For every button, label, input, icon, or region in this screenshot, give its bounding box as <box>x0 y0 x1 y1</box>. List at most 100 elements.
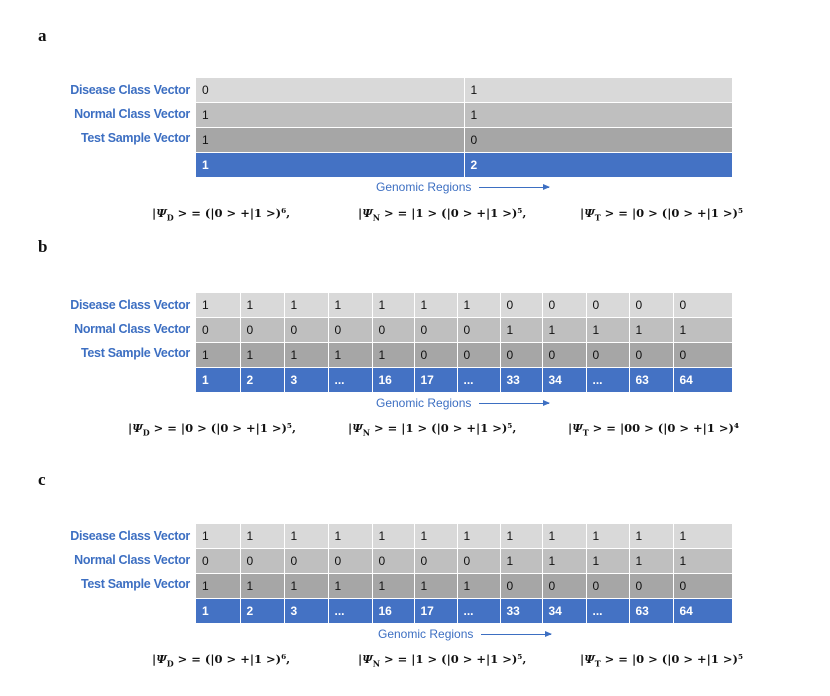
grid-cell: 1 <box>586 317 630 343</box>
region-index-row: 1 2 3... 16 17... 33 34... 63 64 <box>196 598 733 624</box>
grid-cell: 1 <box>372 573 415 599</box>
grid-cell: 0 <box>457 548 501 574</box>
grid-cell: 0 <box>673 293 733 318</box>
grid-cell: 0 <box>457 342 501 368</box>
grid-cell: 1 <box>586 548 630 574</box>
grid-cell: 1 <box>196 598 241 624</box>
grid-cell: 1 <box>328 342 373 368</box>
grid-cell: 1 <box>464 102 733 128</box>
row-label-disease: Disease Class Vector <box>70 529 190 543</box>
equation-psi-n: |ΨN > = |1 > (|0 > +|1 >)⁵, <box>358 206 527 223</box>
grid-cell: 34 <box>542 598 587 624</box>
grid-cell: 0 <box>464 127 733 153</box>
grid-cell: 0 <box>629 293 674 318</box>
genomic-regions-label: Genomic Regions <box>376 180 472 194</box>
grid-cell: 0 <box>500 342 543 368</box>
grid-cell: 0 <box>673 573 733 599</box>
grid-cell: 0 <box>542 293 587 318</box>
grid-cell: 1 <box>542 548 587 574</box>
grid-cell: 1 <box>629 548 674 574</box>
grid-cell: ... <box>586 367 630 393</box>
grid-cell: 0 <box>500 293 543 318</box>
grid-cell: 0 <box>586 342 630 368</box>
grid-cell: 34 <box>542 367 587 393</box>
grid-cell: 0 <box>328 548 373 574</box>
grid-cell: 1 <box>196 127 465 153</box>
grid-cell: ... <box>457 598 501 624</box>
grid-cell: 0 <box>328 317 373 343</box>
grid-cell: 0 <box>500 573 543 599</box>
grid-cell: 1 <box>500 317 543 343</box>
grid-cell: 1 <box>240 342 285 368</box>
equation-psi-n: |ΨN > = |1 > (|0 > +|1 >)⁵, <box>348 421 517 438</box>
grid-cell: 1 <box>240 573 285 599</box>
row-label-normal: Normal Class Vector <box>74 322 190 336</box>
equation-psi-d: |ΨD > = (|0 > +|1 >)⁶, <box>152 206 291 223</box>
equations-c: |ΨD > = (|0 > +|1 >)⁶, |ΨN > = |1 > (|0 … <box>152 652 743 668</box>
grid-cell: 33 <box>500 367 543 393</box>
grid-cell: 1 <box>196 102 465 128</box>
equation-psi-t: |ΨT > = |0 > (|0 > +|1 >)⁵ <box>580 652 743 669</box>
grid-cell: 1 <box>457 524 501 549</box>
grid-cell: 63 <box>629 367 674 393</box>
row-label-normal: Normal Class Vector <box>74 553 190 567</box>
grid-cell: 1 <box>328 293 373 318</box>
equation-psi-t: |ΨT > = |0 > (|0 > +|1 >)⁵ <box>580 206 743 223</box>
grid-cell: 1 <box>372 293 415 318</box>
grid-cell: ... <box>586 598 630 624</box>
genomic-regions-a: Genomic Regions <box>376 180 551 194</box>
equations-a: |ΨD > = (|0 > +|1 >)⁶, |ΨN > = |1 > (|0 … <box>152 206 743 222</box>
grid-cell: 17 <box>414 367 458 393</box>
grid-cell: 1 <box>240 524 285 549</box>
row-label-test: Test Sample Vector <box>81 346 190 360</box>
row-label-test: Test Sample Vector <box>81 131 190 145</box>
grid-cell: 1 <box>673 524 733 549</box>
grid-cell: 1 <box>500 548 543 574</box>
grid-cell: 0 <box>586 573 630 599</box>
grid-cell: 1 <box>542 524 587 549</box>
equation-psi-t: |ΨT > = |00 > (|0 > +|1 >)⁴ <box>568 421 739 438</box>
grid-cell: 0 <box>542 573 587 599</box>
grid-cell: 1 <box>196 293 241 318</box>
grid-cell: 1 <box>196 367 241 393</box>
grid-cell: 1 <box>464 78 733 103</box>
row-label-test: Test Sample Vector <box>81 577 190 591</box>
panel-label-a: a <box>38 26 47 45</box>
panel-label-c: c <box>38 470 46 489</box>
grid-cell: 2 <box>240 598 285 624</box>
region-index-row: 1 2 3... 16 17... 33 34... 63 64 <box>196 367 733 393</box>
grid-cell: 3 <box>284 598 329 624</box>
grid-cell: 1 <box>196 152 465 178</box>
grid-cell: 0 <box>372 548 415 574</box>
grid-cell: 1 <box>372 342 415 368</box>
grid-cell: 1 <box>414 524 458 549</box>
grid-cell: 17 <box>414 598 458 624</box>
grid-cell: 1 <box>196 524 241 549</box>
row-label-disease: Disease Class Vector <box>70 298 190 312</box>
grid-cell: 1 <box>629 317 674 343</box>
grid-cell: 1 <box>414 293 458 318</box>
grid-cell: 0 <box>196 78 465 103</box>
grid-cell: 1 <box>284 342 329 368</box>
grid-cell: 0 <box>284 548 329 574</box>
equation-psi-n: |ΨN > = |1 > (|0 > +|1 >)⁵, <box>358 652 527 669</box>
panel-label-b: b <box>38 237 48 256</box>
grid-cell: 1 <box>328 573 373 599</box>
grid-cell: 0 <box>240 548 285 574</box>
equations-b: |ΨD > = |0 > (|0 > +|1 >)⁵, |ΨN > = |1 >… <box>128 421 739 437</box>
grid-cell: 1 <box>196 342 241 368</box>
genomic-regions-label: Genomic Regions <box>378 627 474 641</box>
equation-psi-d: |ΨD > = |0 > (|0 > +|1 >)⁵, <box>128 421 296 438</box>
grid-cell: 1 <box>457 293 501 318</box>
grid-cell: 1 <box>284 573 329 599</box>
grid-cell: 0 <box>414 342 458 368</box>
